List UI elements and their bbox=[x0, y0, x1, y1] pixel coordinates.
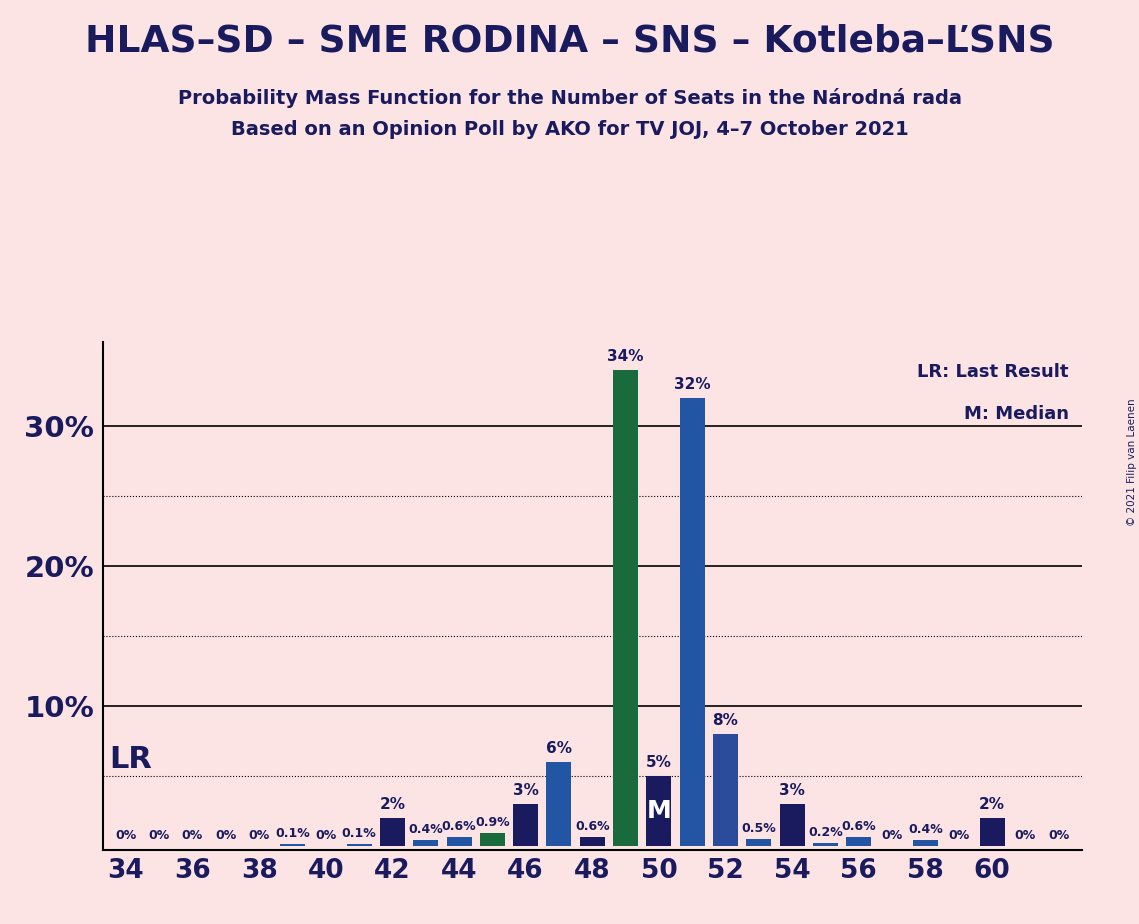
Text: LR: Last Result: LR: Last Result bbox=[917, 363, 1068, 381]
Text: 0%: 0% bbox=[948, 829, 969, 842]
Bar bbox=[413, 840, 439, 845]
Bar bbox=[780, 804, 804, 845]
Text: 0%: 0% bbox=[882, 829, 903, 842]
Text: 0.1%: 0.1% bbox=[342, 827, 376, 840]
Text: 0.6%: 0.6% bbox=[575, 821, 609, 833]
Text: M: M bbox=[647, 799, 671, 823]
Text: 0.4%: 0.4% bbox=[908, 823, 943, 836]
Text: 34%: 34% bbox=[607, 349, 644, 364]
Text: 6%: 6% bbox=[546, 741, 572, 756]
Text: LR: LR bbox=[109, 746, 151, 774]
Text: 0.4%: 0.4% bbox=[408, 823, 443, 836]
Bar bbox=[813, 843, 838, 845]
Text: 0%: 0% bbox=[148, 829, 170, 842]
Text: 0.6%: 0.6% bbox=[842, 821, 876, 833]
Bar bbox=[980, 818, 1005, 845]
Bar bbox=[680, 398, 705, 845]
Text: © 2021 Filip van Laenen: © 2021 Filip van Laenen bbox=[1126, 398, 1137, 526]
Text: 5%: 5% bbox=[646, 755, 672, 771]
Text: M: Median: M: Median bbox=[964, 405, 1068, 423]
Text: 3%: 3% bbox=[779, 784, 805, 798]
Bar bbox=[913, 840, 937, 845]
Bar bbox=[713, 734, 738, 845]
Bar bbox=[647, 776, 671, 845]
Text: 0.9%: 0.9% bbox=[475, 816, 509, 829]
Text: 0%: 0% bbox=[1048, 829, 1070, 842]
Text: 0%: 0% bbox=[248, 829, 270, 842]
Text: Probability Mass Function for the Number of Seats in the Národná rada: Probability Mass Function for the Number… bbox=[178, 88, 961, 108]
Text: 8%: 8% bbox=[713, 713, 738, 728]
Text: 0.6%: 0.6% bbox=[442, 821, 476, 833]
Text: 0%: 0% bbox=[316, 829, 336, 842]
Text: 3%: 3% bbox=[513, 784, 539, 798]
Text: 0%: 0% bbox=[115, 829, 137, 842]
Text: 0.5%: 0.5% bbox=[741, 821, 777, 834]
Text: HLAS–SD – SME RODINA – SNS – Kotleba–ĽSNS: HLAS–SD – SME RODINA – SNS – Kotleba–ĽSN… bbox=[84, 23, 1055, 59]
Text: 32%: 32% bbox=[674, 377, 711, 393]
Bar bbox=[580, 837, 605, 845]
Bar bbox=[380, 818, 404, 845]
Text: 0%: 0% bbox=[215, 829, 237, 842]
Text: Based on an Opinion Poll by AKO for TV JOJ, 4–7 October 2021: Based on an Opinion Poll by AKO for TV J… bbox=[230, 120, 909, 140]
Text: 0.1%: 0.1% bbox=[274, 827, 310, 840]
Bar bbox=[547, 762, 572, 845]
Bar bbox=[514, 804, 538, 845]
Text: 0%: 0% bbox=[182, 829, 203, 842]
Text: 0%: 0% bbox=[1015, 829, 1036, 842]
Text: 0.2%: 0.2% bbox=[809, 826, 843, 839]
Text: 2%: 2% bbox=[980, 797, 1005, 812]
Bar bbox=[846, 837, 871, 845]
Bar bbox=[613, 370, 638, 845]
Bar bbox=[446, 837, 472, 845]
Text: 2%: 2% bbox=[379, 797, 405, 812]
Bar bbox=[480, 833, 505, 845]
Bar bbox=[746, 839, 771, 845]
